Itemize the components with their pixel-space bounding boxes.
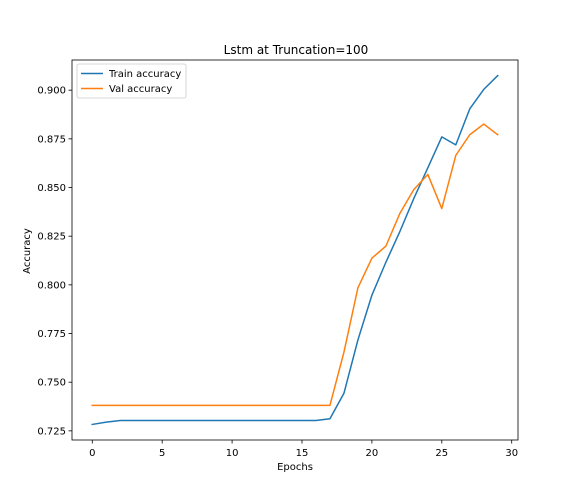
y-tick-label: 0.850 xyxy=(37,183,66,194)
x-tick-label: 20 xyxy=(366,448,379,459)
y-tick-label: 0.750 xyxy=(37,378,66,389)
legend-label-val: Val accuracy xyxy=(109,84,172,95)
x-axis-ticks: 0 5 10 15 20 25 30 xyxy=(89,440,518,459)
chart-title: Lstm at Truncation=100 xyxy=(224,43,369,57)
plot-frame xyxy=(71,59,519,441)
y-tick-label: 0.800 xyxy=(37,280,66,291)
y-tick-label: 0.900 xyxy=(37,86,66,97)
x-axis-label: Epochs xyxy=(277,462,313,473)
y-tick-label: 0.775 xyxy=(37,329,66,340)
x-tick-label: 25 xyxy=(435,448,448,459)
x-tick-label: 10 xyxy=(226,448,239,459)
legend-label-train: Train accuracy xyxy=(108,69,181,80)
series-line-val-accuracy xyxy=(91,123,499,407)
x-tick-label: 5 xyxy=(159,448,165,459)
legend-box xyxy=(76,63,187,99)
y-axis-label: Accuracy xyxy=(22,228,33,274)
x-tick-label: 0 xyxy=(89,448,95,459)
y-tick-label: 0.875 xyxy=(37,134,66,145)
series-layer xyxy=(91,74,499,426)
x-tick-label: 30 xyxy=(505,448,518,459)
y-axis-ticks: 0.725 0.750 0.775 0.800 0.825 0.850 0.875 0.900 xyxy=(37,86,72,437)
y-tick-label: 0.725 xyxy=(37,426,66,437)
x-tick-label: 15 xyxy=(296,448,309,459)
series-line-train-accuracy xyxy=(91,74,499,426)
legend: Train accuracy Val accuracy xyxy=(76,63,187,99)
y-tick-label: 0.825 xyxy=(37,232,66,243)
